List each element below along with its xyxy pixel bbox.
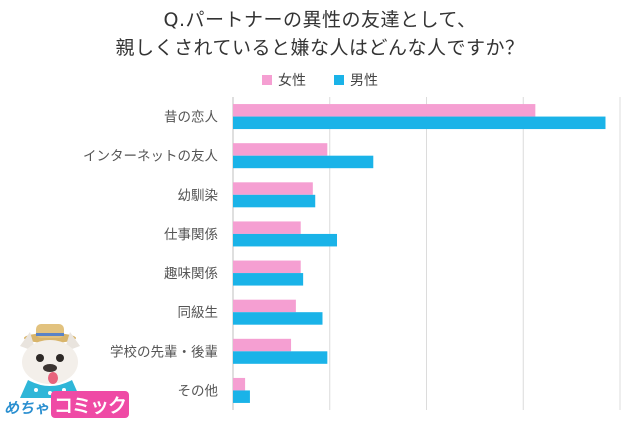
- bar-female: [233, 299, 296, 313]
- chart-legend: 女性 男性: [0, 70, 640, 90]
- legend-swatch-male: [334, 75, 344, 85]
- bar-male: [233, 194, 316, 208]
- brand-logo-right: コミック: [51, 391, 130, 418]
- legend-item-female: 女性: [262, 70, 306, 90]
- category-label: インターネットの友人: [83, 149, 218, 165]
- bar-male: [233, 233, 338, 247]
- brand-logo-left: めちゃ: [4, 399, 50, 417]
- bar-male: [233, 116, 606, 130]
- bar-male: [233, 390, 250, 403]
- category-label: 仕事関係: [164, 227, 218, 243]
- bar-female: [233, 338, 292, 352]
- category-label: 昔の恋人: [164, 109, 218, 126]
- legend-label-male: 男性: [350, 73, 378, 89]
- legend-swatch-female: [262, 75, 272, 85]
- bar-female: [233, 182, 313, 195]
- bar-female: [233, 104, 536, 117]
- legend-item-male: 男性: [334, 70, 378, 90]
- category-label: 学校の先輩・後輩: [110, 343, 218, 360]
- bar-male: [233, 273, 304, 286]
- mascot-dog-icon: [20, 324, 80, 398]
- brand-logo: めちゃ コミック: [4, 391, 130, 418]
- bar-male: [233, 155, 374, 169]
- chart-title-line-1: Q.パートナーの異性の友達として、: [163, 9, 477, 31]
- chart-title: Q.パートナーの異性の友達として、 親しくされていると嫌な人はどんな人ですか？: [0, 6, 640, 62]
- bar-male: [233, 312, 323, 325]
- chart-title-line-2: 親しくされていると嫌な人はどんな人ですか？: [115, 37, 525, 59]
- bar-female: [233, 143, 328, 156]
- chart-bars: [233, 104, 606, 403]
- category-label: 幼馴染: [178, 188, 219, 204]
- chart-grid: [232, 97, 621, 410]
- bar-male: [233, 351, 328, 364]
- bar-female: [233, 377, 246, 391]
- category-label: その他: [178, 383, 219, 399]
- bar-female: [233, 260, 301, 274]
- category-label: 同級生: [178, 305, 219, 321]
- bar-female: [233, 221, 301, 234]
- legend-label-female: 女性: [278, 73, 306, 89]
- category-label: 趣味関係: [164, 266, 218, 282]
